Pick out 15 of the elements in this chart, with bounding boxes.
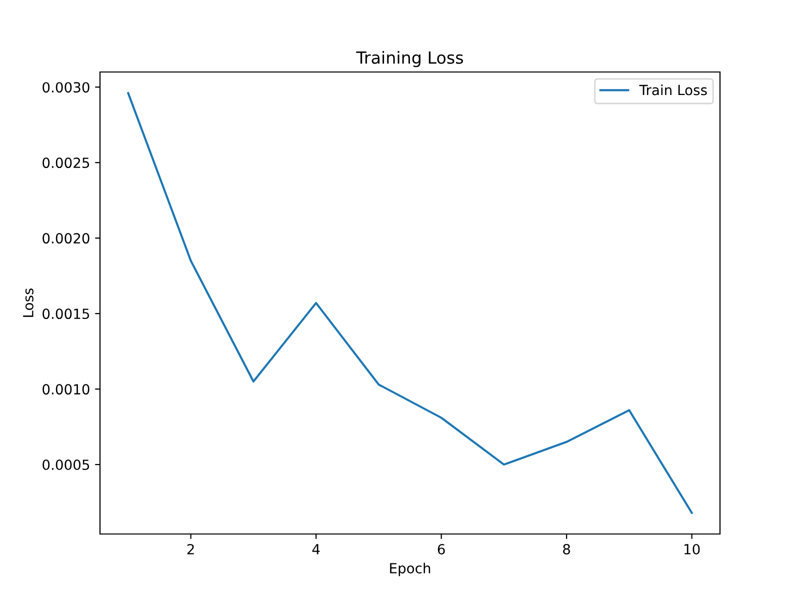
x-tick-label: 8 — [563, 544, 570, 554]
y-axis-title: Loss — [23, 288, 34, 317]
x-tick-label: 6 — [438, 544, 445, 554]
x-tick-label: 2 — [187, 544, 194, 554]
y-tick-label: 0.0005 — [42, 460, 90, 470]
x-tick-label: 10 — [684, 544, 700, 554]
y-tick-label: 0.0010 — [42, 384, 90, 395]
y-tick-label: 0.0030 — [42, 82, 90, 93]
y-tick-label: 0.0020 — [42, 233, 90, 244]
chart-title: Training Loss — [356, 51, 463, 68]
x-tick-label: 4 — [312, 544, 320, 554]
y-tick-label: 0.0015 — [42, 308, 90, 320]
y-tick-label: 0.0025 — [42, 158, 90, 168]
x-axis-title: Epoch — [390, 562, 430, 576]
legend-label: Train Loss — [639, 84, 707, 96]
